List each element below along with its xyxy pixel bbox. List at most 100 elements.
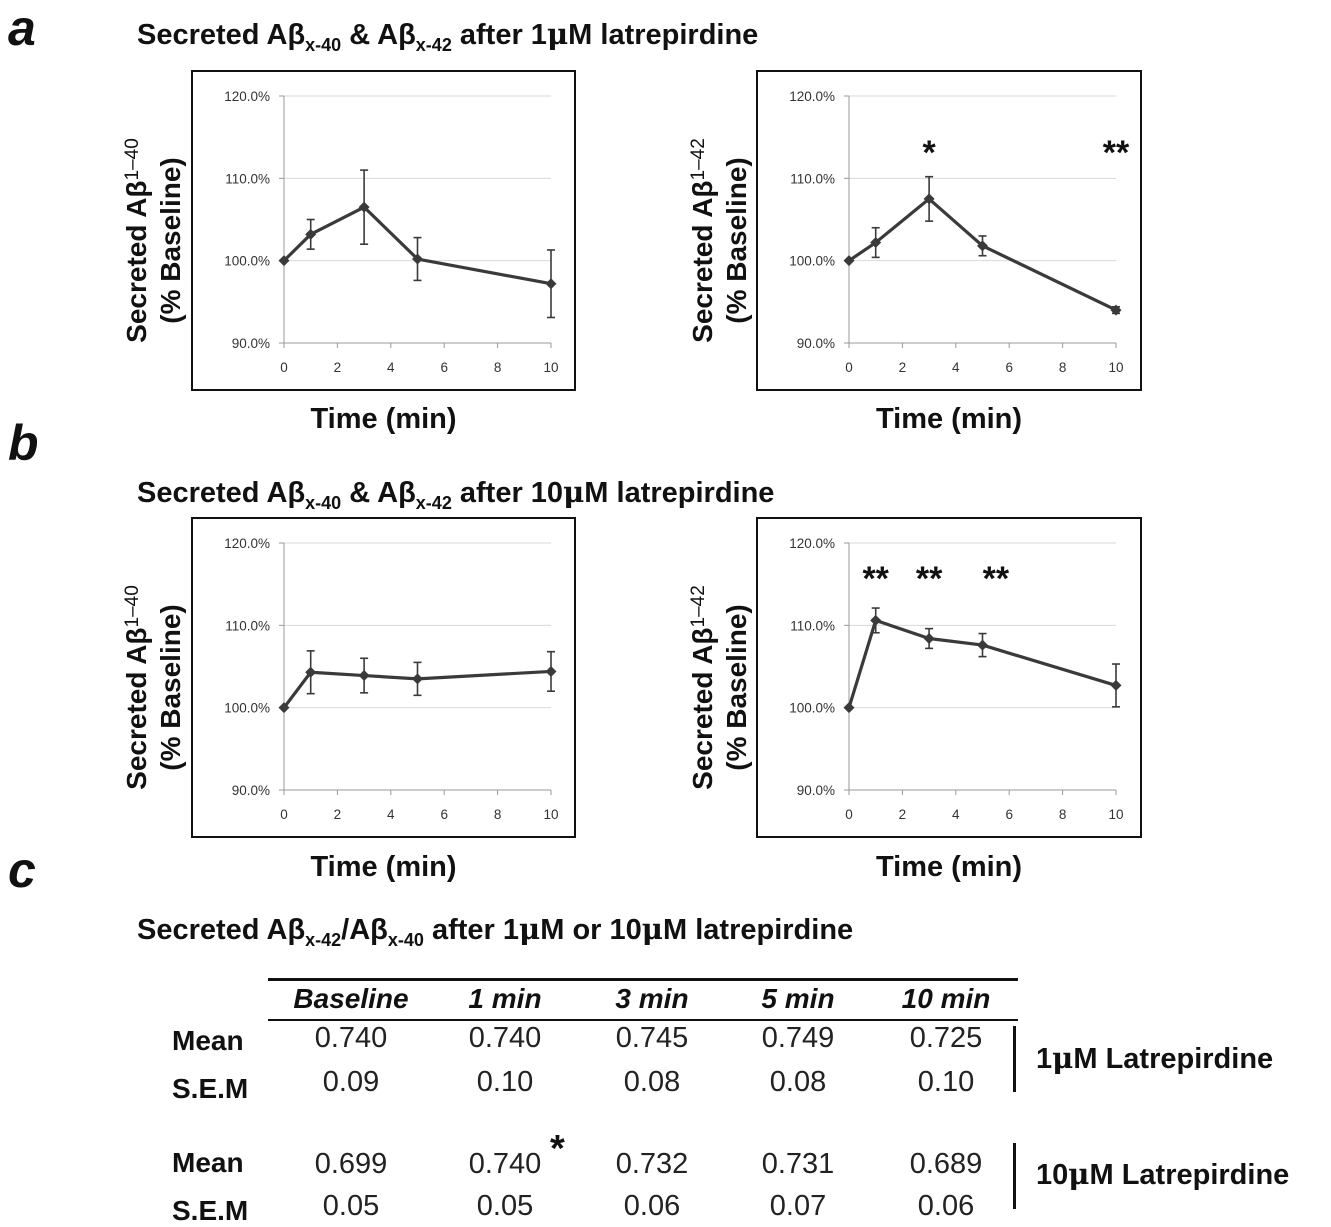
chart-b40-xtick-label: 2 <box>334 807 342 822</box>
chart-b40-data-point <box>358 670 370 682</box>
chart-a42-ytick-label: 110.0% <box>790 171 835 186</box>
chart-b42-significance-label: ** <box>916 560 943 598</box>
chart-b40-xtick-label: 6 <box>440 807 448 822</box>
chart-a40-xtick-label: 6 <box>440 360 448 375</box>
chart-a42-x-axis-label: Time (min) <box>876 403 1022 435</box>
cell-mean-10um-1min: 0.740 <box>468 1148 542 1180</box>
chart-a40-data-point <box>545 278 557 290</box>
cell-mean-1um-5min: 0.749 <box>761 1022 835 1054</box>
chart-a40-y-axis-label-line1: Secreted Aβ1–40 <box>121 138 152 343</box>
panel-letter-b: b <box>8 415 39 471</box>
panel-letter-a: a <box>8 0 36 56</box>
chart-b40-data-point <box>278 702 290 714</box>
chart-a40-ytick-label: 110.0% <box>225 171 270 186</box>
significance-star-table: * <box>550 1128 565 1170</box>
chart-a42-xtick-label: 2 <box>899 360 907 375</box>
cell-sem-1um-baseline: 0.09 <box>322 1066 380 1098</box>
chart-a40-ytick-label: 120.0% <box>224 89 270 104</box>
chart-b40-data-point <box>412 673 423 685</box>
chart-b40-ytick-label: 120.0% <box>224 536 270 551</box>
chart-a40-ytick-label: 90.0% <box>232 336 270 351</box>
chart-b42-significance-label: ** <box>983 560 1010 598</box>
cell-mean-1um-3min: 0.745 <box>615 1022 689 1054</box>
chart-a40-xtick-label: 0 <box>280 360 288 375</box>
chart-b42-xtick-label: 0 <box>845 807 853 822</box>
chart-b40-data-point <box>545 665 557 677</box>
chart-b40-xtick-label: 4 <box>387 807 395 822</box>
line-charts: 90.0% 100.0% 110.0% 120.0% 0 2 4 6 8 10 Time (min)… <box>121 70 1142 883</box>
chart-a42-xtick-label: 8 <box>1059 360 1067 375</box>
table-header-1min: 1 min <box>468 983 542 1014</box>
chart-a40-data-point <box>358 201 370 213</box>
chart-a42-data-point <box>1110 304 1122 316</box>
chart-b40-y-axis-label-line2: (% Baseline) <box>155 604 186 771</box>
chart-b42-data-point <box>870 614 882 626</box>
chart-a42-y-axis-label-line2: (% Baseline) <box>721 157 752 324</box>
chart-b42-ytick-label: 120.0% <box>789 536 835 551</box>
chart-b42-ytick-label: 90.0% <box>797 783 835 798</box>
chart-a42-xtick-label: 6 <box>1005 360 1013 375</box>
chart-b40-ytick-label: 90.0% <box>232 783 270 798</box>
table-header-baseline: Baseline <box>293 983 409 1014</box>
chart-a40-xtick-label: 4 <box>387 360 395 375</box>
cell-mean-1um-1min: 0.740 <box>468 1022 542 1054</box>
table-header-3min: 3 min <box>615 983 689 1014</box>
cell-sem-1um-3min: 0.08 <box>623 1066 681 1098</box>
chart-b40-frame <box>191 517 576 838</box>
chart-b40-ytick-label: 110.0% <box>225 618 270 633</box>
chart-b42-xtick-label: 4 <box>952 807 960 822</box>
chart-b42-data-point <box>923 633 935 645</box>
row-label-sem-10um: S.E.M <box>172 1195 249 1226</box>
chart-b40-y-axis-label-line1: Secreted Aβ1–40 <box>121 585 152 790</box>
chart-b42-data-point <box>843 702 855 714</box>
chart-b42-ytick-label: 100.0% <box>789 701 835 716</box>
group-bracket-10um <box>1013 1143 1016 1209</box>
chart-a40-frame <box>191 70 576 391</box>
table-header-rule <box>268 1019 1018 1021</box>
cell-mean-10um-baseline: 0.699 <box>314 1148 388 1180</box>
chart-b42-xtick-label: 10 <box>1108 807 1123 822</box>
panel-c-title: Secreted Aβx-42/Aβx-40 after 1μM or 10μM… <box>137 912 854 950</box>
table-top-rule <box>268 978 1018 981</box>
chart-b42-x-axis-label: Time (min) <box>876 851 1022 883</box>
chart-a42-y-axis-label-line1: Secreted Aβ1–42 <box>687 138 718 343</box>
chart-b40-xtick-label: 8 <box>494 807 502 822</box>
chart-b42-xtick-label: 6 <box>1005 807 1013 822</box>
cell-sem-10um-10min: 0.06 <box>917 1190 975 1222</box>
table-header-10min: 10 min <box>901 983 991 1014</box>
chart-b40-xtick-label: 10 <box>543 807 558 822</box>
chart-a42-xtick-label: 0 <box>845 360 853 375</box>
cell-sem-10um-3min: 0.06 <box>623 1190 681 1222</box>
chart-b42-data-point <box>977 639 988 651</box>
chart-a42-xtick-label: 10 <box>1108 360 1123 375</box>
chart-a40-data-point <box>278 255 290 267</box>
panel-a-title: Secreted Aβx-40 & Aβx-42 after 1μM latre… <box>137 17 759 55</box>
chart-b40-y-axis-label: Secreted Aβ1–40 (% Baseline) <box>121 585 186 790</box>
group-label-10um: 10μM Latrepirdine <box>1036 1157 1290 1191</box>
chart-b42-y-axis-label-line2: (% Baseline) <box>721 604 752 771</box>
table-header-5min: 5 min <box>761 983 835 1014</box>
cell-sem-10um-1min: 0.05 <box>476 1190 534 1222</box>
cell-mean-10um-5min: 0.731 <box>761 1148 835 1180</box>
group-label-1um: 1μM Latrepirdine <box>1036 1041 1274 1075</box>
row-label-sem-1um: S.E.M <box>172 1073 249 1104</box>
cell-mean-10um-10min: 0.689 <box>909 1148 983 1180</box>
panel-letter-c: c <box>8 842 36 898</box>
chart-a42-data-point <box>923 193 935 205</box>
cell-sem-1um-10min: 0.10 <box>917 1066 975 1098</box>
chart-b42-xtick-label: 2 <box>899 807 907 822</box>
panel-b-title: Secreted Aβx-40 & Aβx-42 after 10μM latr… <box>137 475 775 513</box>
chart-a42-xtick-label: 4 <box>952 360 960 375</box>
chart-b42-y-axis-label: Secreted Aβ1–42 (% Baseline) <box>687 585 752 790</box>
chart-b42-xtick-label: 8 <box>1059 807 1067 822</box>
chart-b40-data-point <box>305 666 317 678</box>
chart-b42-significance-label: ** <box>862 560 889 598</box>
chart-a42-data-point <box>843 255 855 267</box>
chart-b42-y-axis-label-line1: Secreted Aβ1–42 <box>687 585 718 790</box>
chart-a40-y-axis-label-line2: (% Baseline) <box>155 157 186 324</box>
cell-mean-1um-baseline: 0.740 <box>314 1022 388 1054</box>
chart-a42-frame <box>756 70 1142 391</box>
chart-a42-ytick-label: 90.0% <box>797 336 835 351</box>
chart-a40-x-axis-label: Time (min) <box>310 403 456 435</box>
chart-a42-y-axis-label: Secreted Aβ1–42 (% Baseline) <box>687 138 752 343</box>
